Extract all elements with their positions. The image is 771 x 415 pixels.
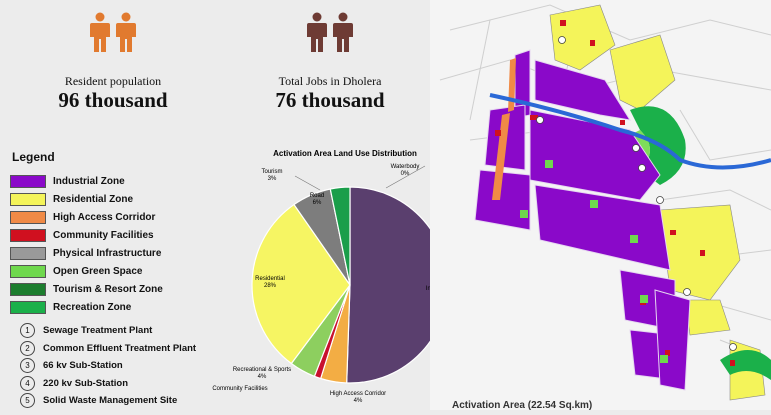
legend-label: Residential Zone — [53, 193, 134, 205]
pie-slice — [329, 186, 351, 286]
facility-number-icon: 2 — [20, 340, 35, 356]
pie-slice-label: Community Facilities — [212, 386, 267, 392]
legend-swatch — [10, 264, 46, 278]
resident-people-icon — [48, 12, 178, 54]
legend-item: Tourism & Resort Zone — [10, 280, 250, 298]
pie-slice-label: Waterbody 0% — [391, 164, 420, 177]
total-jobs-label: Total Jobs in Dholera — [278, 74, 382, 88]
pie-leader-line — [294, 175, 321, 191]
facility-markers — [536, 36, 737, 351]
water-channel — [489, 93, 771, 170]
legend-swatch — [10, 246, 46, 260]
legend: Legend Industrial Zone Residential Zone Hi… — [10, 150, 250, 410]
legend-label: High Access Corridor — [53, 211, 156, 223]
legend-swatch — [10, 282, 46, 296]
activation-area-map — [430, 0, 771, 410]
facility-item: 1 Sewage Treatment Plant — [10, 322, 250, 340]
total-jobs-value: 76 thousand — [275, 88, 385, 112]
person-icon — [90, 12, 110, 52]
pie-slice-label: Recreational & Sports 4% — [233, 367, 291, 380]
legend-swatch — [10, 300, 46, 314]
legend-swatch — [10, 210, 46, 224]
facility-number-icon: 4 — [20, 375, 35, 391]
person-icon — [307, 12, 327, 52]
legend-item: Open Green Space — [10, 262, 250, 280]
legend-label: Physical Infrastructure — [53, 247, 162, 259]
facility-number-icon: 3 — [20, 358, 35, 374]
residential-areas — [549, 4, 766, 401]
facility-label: 66 kv Sub-Station — [43, 360, 123, 372]
facility-label: Common Effluent Treatment Plant — [43, 342, 197, 354]
facility-item: 2 Common Effluent Treatment Plant — [10, 340, 250, 358]
pie-title: Activation Area Land Use Distribution — [273, 149, 417, 158]
legend-label: Community Facilities — [53, 229, 154, 241]
facility-item: 5 Solid Waste Management Site — [10, 392, 250, 410]
facility-item: 3 66 kv Sub-Station — [10, 357, 250, 375]
legend-label: Industrial Zone — [53, 175, 125, 187]
pie-slice-label: Road 6% — [310, 193, 324, 206]
land-use-pie-chart: Activation Area Land Use DistributionInd… — [200, 140, 470, 410]
facility-number-icon: 1 — [20, 323, 35, 339]
facility-number-icon: 5 — [20, 393, 35, 409]
legend-swatch — [10, 228, 46, 242]
legend-item: Residential Zone — [10, 190, 250, 208]
facility-label: Solid Waste Management Site — [43, 395, 178, 407]
legend-item: High Access Corridor — [10, 208, 250, 226]
resident-population-value: 96 thousand — [58, 88, 168, 112]
legend-item: Industrial Zone — [10, 172, 250, 190]
total-jobs-stat: Total Jobs in Dholera 76 thousand — [255, 12, 405, 111]
resident-population-stat: Resident population 96 thousand — [48, 12, 178, 111]
pie-slice — [251, 203, 351, 365]
pie-svg: Activation Area Land Use DistributionInd… — [212, 149, 450, 404]
pie-leader-line — [385, 165, 426, 189]
jobs-people-icon — [255, 12, 405, 54]
facility-item: 4 220 kv Sub-Station — [10, 375, 250, 393]
facility-label: Sewage Treatment Plant — [43, 325, 153, 337]
legend-label: Tourism & Resort Zone — [53, 283, 163, 295]
legend-item: Recreation Zone — [10, 298, 250, 316]
legend-label: Recreation Zone — [53, 301, 132, 313]
legend-title: Legend — [12, 150, 55, 164]
pie-slice-label: Tourism 3% — [261, 169, 282, 182]
legend-items: Industrial Zone Residential Zone High Acce… — [10, 172, 250, 316]
facility-list: 1 Sewage Treatment Plant 2 Common Effluent … — [10, 322, 250, 410]
map-caption: Activation Area (22.54 Sq.km) — [452, 400, 593, 411]
person-icon — [333, 12, 353, 52]
legend-item: Physical Infrastructure — [10, 244, 250, 262]
facility-label: 220 kv Sub-Station — [43, 377, 128, 389]
pie-slice-label: High Access Corridor 4% — [330, 391, 386, 404]
legend-swatch — [10, 174, 46, 188]
open-green-spaces — [520, 160, 668, 363]
legend-swatch — [10, 192, 46, 206]
legend-label: Open Green Space — [53, 265, 143, 277]
resident-population-label: Resident population — [64, 74, 162, 88]
person-icon — [116, 12, 136, 52]
legend-item: Community Facilities — [10, 226, 250, 244]
pie-slice-label: Residential 28% — [255, 276, 285, 289]
